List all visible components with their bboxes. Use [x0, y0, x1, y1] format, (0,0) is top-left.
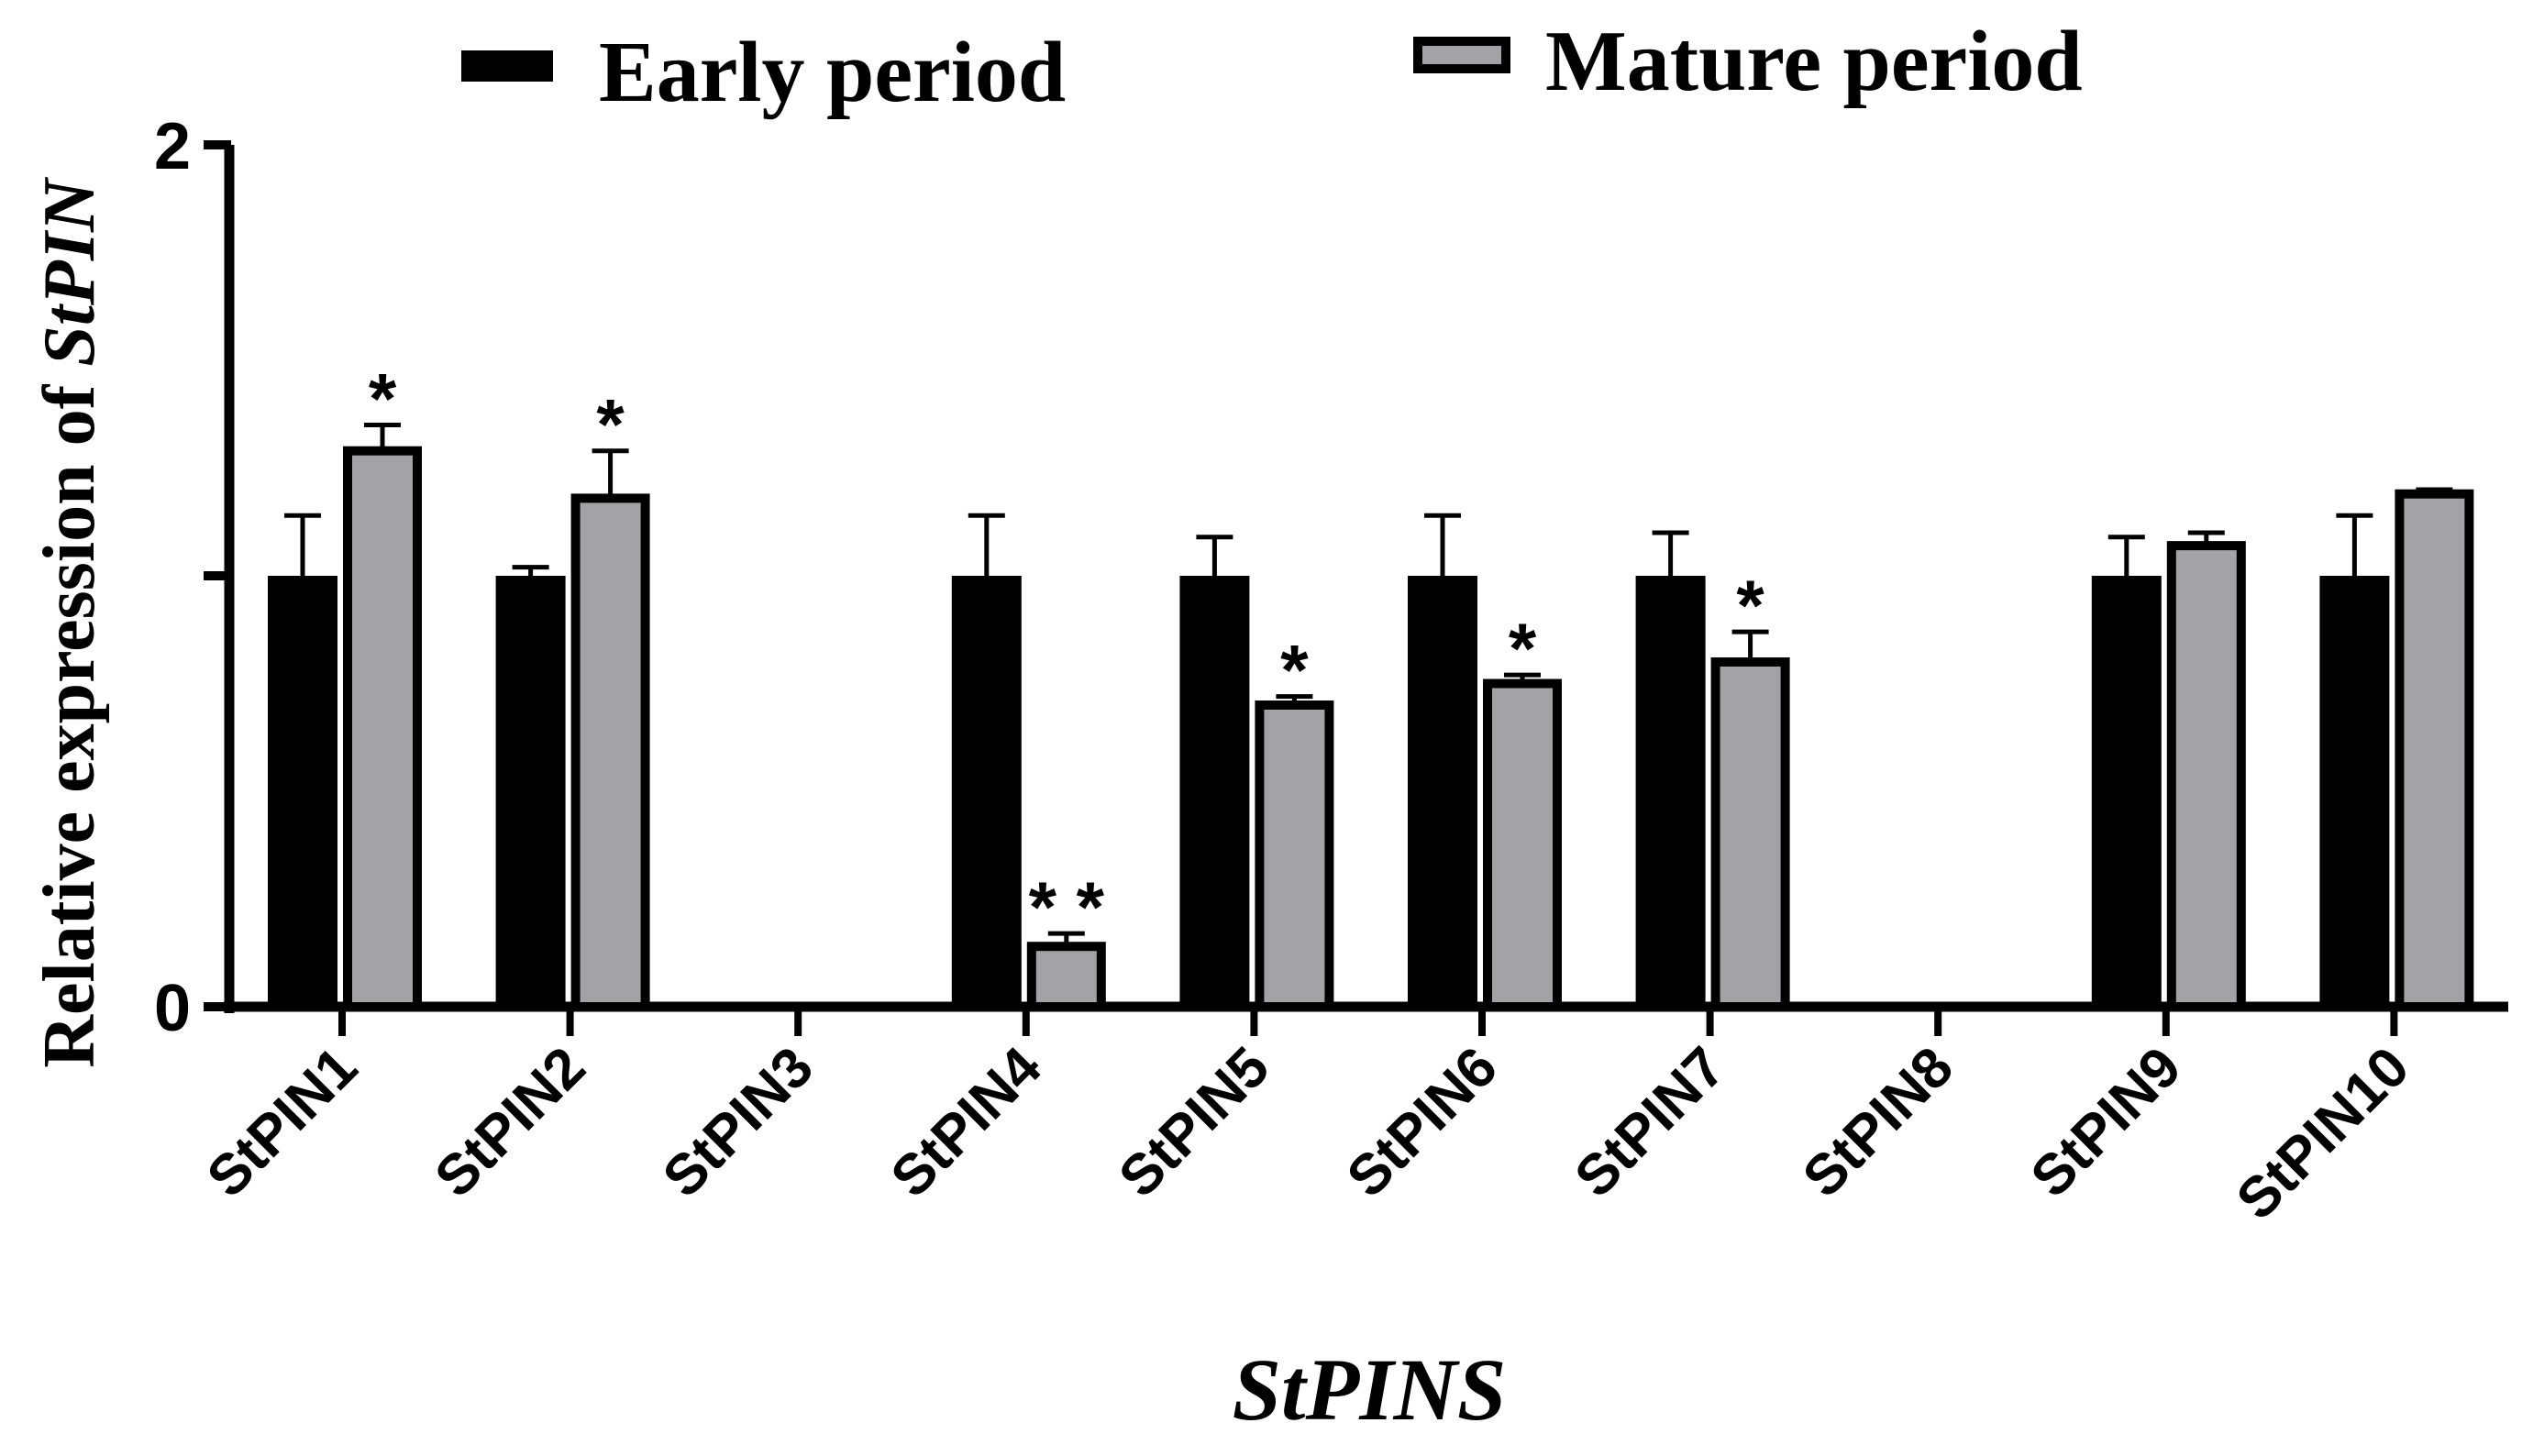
bar-mature-6	[1483, 678, 1562, 1011]
legend-label-mature: Mature period	[1545, 14, 2083, 109]
significance-mark-6: *	[1509, 608, 1537, 689]
bar-early-7	[1635, 576, 1706, 1007]
x-tick-label-6: StPIN6	[1335, 1035, 1510, 1209]
bar-mature-7	[1710, 657, 1790, 1011]
x-tick-label-3: StPIN3	[651, 1035, 825, 1209]
y-tick-label-2: 2	[154, 110, 191, 183]
x-tick-label-7: StPIN7	[1563, 1035, 1737, 1209]
bar-mature-5	[1255, 700, 1334, 1011]
y-tick-label-0: 0	[154, 972, 191, 1045]
bar-mature-2	[570, 493, 650, 1011]
x-tick-label-4: StPIN4	[879, 1035, 1054, 1209]
significance-mark-2: *	[596, 384, 625, 465]
x-tick-label-2: StPIN2	[423, 1035, 597, 1209]
x-axis-label: StPINS	[1233, 1340, 1507, 1439]
significance-mark-5: *	[1280, 630, 1309, 711]
bar-early-6	[1408, 576, 1477, 1007]
bar-mature-9	[2166, 541, 2246, 1011]
bar-early-1	[268, 576, 337, 1007]
bar-early-10	[2319, 576, 2390, 1007]
y-axis-label-italic: StPIN	[29, 176, 110, 367]
legend-swatch-early	[461, 50, 553, 82]
y-ticks: 02	[154, 110, 231, 1045]
x-tick-label-1: StPIN1	[195, 1035, 370, 1209]
x-tick-label-10: StPIN10	[2225, 1035, 2421, 1231]
bar-early-2	[495, 576, 566, 1007]
significance-mark-4: * *	[1029, 866, 1105, 947]
legend-label-early: Early period	[599, 25, 1066, 120]
bar-mature-1	[343, 446, 422, 1011]
significance-mark-1: *	[369, 358, 397, 439]
x-tick-label-5: StPIN5	[1107, 1035, 1281, 1209]
x-ticks: StPIN1 StPIN2 StPIN3 StPIN4 StPIN5 StPIN6 StPI…	[195, 1007, 2421, 1232]
x-tick-label-9: StPIN9	[2019, 1035, 2194, 1209]
x-tick-label-8: StPIN8	[1791, 1035, 1965, 1209]
bar-mature-4	[1026, 942, 1106, 1011]
bar-early-5	[1179, 576, 1250, 1007]
bar-early-4	[951, 576, 1022, 1007]
significance-mark-7: *	[1736, 565, 1764, 645]
y-axis-label: Relative expression of StPIN	[29, 176, 110, 1068]
bar-mature-10	[2395, 489, 2474, 1011]
y-axis-label-text: Relative expression of	[29, 367, 110, 1068]
bar-early-9	[2091, 576, 2162, 1007]
legend: Early period Mature period	[461, 14, 2083, 120]
bars: * * * * * * *	[268, 358, 2474, 1011]
legend-swatch-mature	[1413, 37, 1510, 73]
